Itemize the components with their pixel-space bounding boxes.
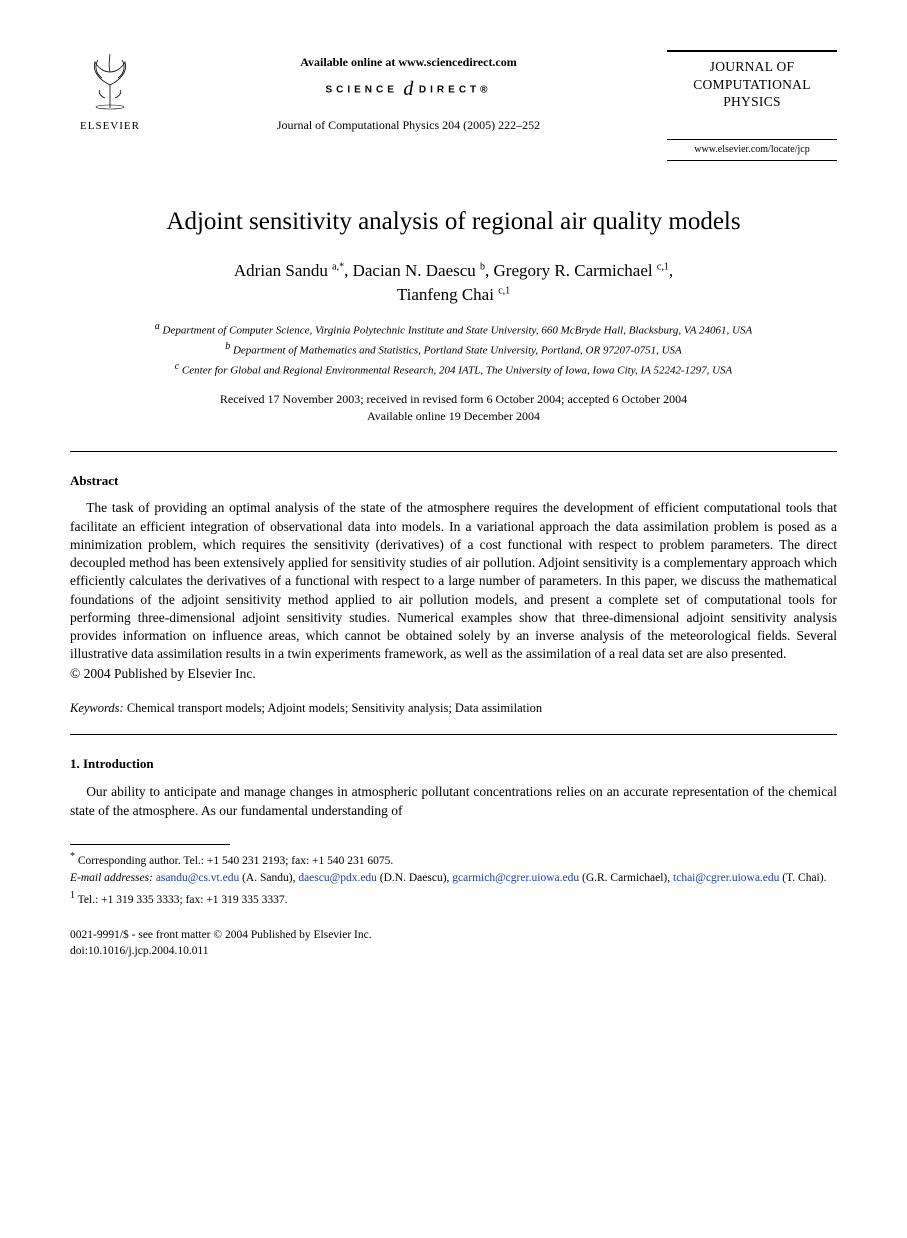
abstract-heading: Abstract: [70, 472, 837, 490]
journal-url: www.elsevier.com/locate/jcp: [667, 139, 837, 157]
email-link[interactable]: gcarmich@cgrer.uiowa.edu: [452, 872, 579, 884]
sciencedirect-logo: SCIENCE d DIRECT®: [150, 76, 667, 103]
article-dates: Received 17 November 2003; received in r…: [70, 391, 837, 425]
elsevier-tree-icon: [80, 50, 140, 110]
doi-block: 0021-9991/$ - see front matter © 2004 Pu…: [70, 927, 837, 959]
footnotes: * Corresponding author. Tel.: +1 540 231…: [70, 849, 837, 908]
publisher-name: ELSEVIER: [70, 119, 150, 134]
affiliation-b: b Department of Mathematics and Statisti…: [70, 340, 837, 360]
journal-name-l2: COMPUTATIONAL: [693, 77, 811, 92]
keywords-text: Chemical transport models; Adjoint model…: [127, 701, 542, 715]
email-line: E-mail addresses: asandu@cs.vt.edu (A. S…: [70, 870, 837, 887]
email-link[interactable]: tchai@cgrer.uiowa.edu: [673, 872, 779, 884]
doi-line: doi:10.1016/j.jcp.2004.10.011: [70, 943, 837, 959]
front-matter-line: 0021-9991/$ - see front matter © 2004 Pu…: [70, 927, 837, 943]
email-link[interactable]: daescu@pdx.edu: [298, 872, 377, 884]
abstract-body: The task of providing an optimal analysi…: [70, 499, 837, 663]
keywords-label: Keywords:: [70, 701, 124, 715]
abstract-text: The task of providing an optimal analysi…: [70, 499, 837, 663]
affiliation-a: a Department of Computer Science, Virgin…: [70, 320, 837, 340]
online-line: Available online 19 December 2004: [70, 408, 837, 425]
author: Gregory R. Carmichael c,1: [494, 261, 669, 280]
received-line: Received 17 November 2003; received in r…: [70, 391, 837, 408]
authors-line: Adrian Sandu a,*, Dacian N. Daescu b, Gr…: [70, 259, 837, 307]
footnote-rule: [70, 844, 230, 845]
intro-heading: 1. Introduction: [70, 755, 837, 773]
publisher-logo: ELSEVIER: [70, 50, 150, 134]
abstract-copyright: © 2004 Published by Elsevier Inc.: [70, 665, 837, 683]
email-link[interactable]: asandu@cs.vt.edu: [156, 872, 239, 884]
journal-name-l3: PHYSICS: [723, 94, 781, 109]
header: ELSEVIER Available online at www.science…: [70, 50, 837, 161]
author: Dacian N. Daescu b: [353, 261, 485, 280]
affiliations: a Department of Computer Science, Virgin…: [70, 320, 837, 379]
intro-text: Our ability to anticipate and manage cha…: [70, 783, 837, 820]
sd-right: DIRECT®: [419, 85, 492, 96]
sd-left: SCIENCE: [325, 85, 397, 96]
author: Adrian Sandu a,*: [234, 261, 344, 280]
sd-at-icon: d: [403, 76, 413, 103]
available-online-text: Available online at www.sciencedirect.co…: [150, 54, 667, 70]
corresponding-note: * Corresponding author. Tel.: +1 540 231…: [70, 849, 837, 870]
affiliation-c: c Center for Global and Regional Environ…: [70, 360, 837, 380]
citation-line: Journal of Computational Physics 204 (20…: [150, 117, 667, 133]
paper-title: Adjoint sensitivity analysis of regional…: [70, 205, 837, 239]
keywords-line: Keywords: Chemical transport models; Adj…: [70, 700, 837, 717]
journal-box: JOURNAL OF COMPUTATIONAL PHYSICS www.els…: [667, 50, 837, 161]
journal-name-l1: JOURNAL OF: [710, 59, 795, 74]
separator-rule: [70, 451, 837, 452]
email-label: E-mail addresses:: [70, 872, 153, 884]
journal-name: JOURNAL OF COMPUTATIONAL PHYSICS: [667, 58, 837, 111]
tel-note: 1 Tel.: +1 319 335 3333; fax: +1 319 335…: [70, 888, 837, 909]
separator-rule: [70, 734, 837, 735]
author: Tianfeng Chai c,1: [397, 285, 510, 304]
header-center: Available online at www.sciencedirect.co…: [150, 50, 667, 133]
